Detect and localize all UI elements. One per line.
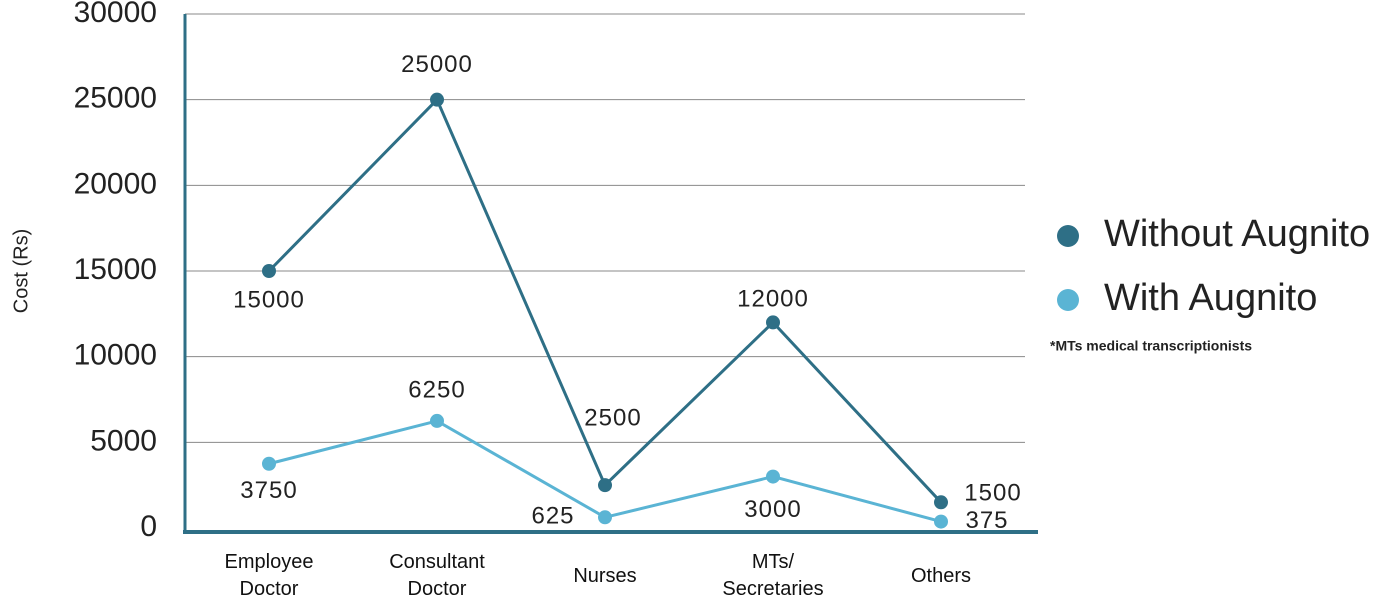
line [268,419,942,524]
point [598,478,612,493]
footnote: *MTs medical transcriptionists [1050,338,1252,354]
point [262,264,276,278]
data-label: 12000 [737,286,809,313]
y-tick-label: 15000 [74,253,157,286]
y-tick-label: 0 [140,510,157,543]
point [430,92,444,107]
x-tick-label: MTs/ Secretaries [722,551,824,600]
x-tick-label: Others [910,564,972,587]
y-tick-label: 30000 [74,0,157,29]
y-tick-label: 20000 [74,167,157,200]
legend-marker [1057,225,1079,247]
y-axis-label: Cost (Rs) [10,229,32,313]
point [262,456,276,471]
point [766,469,780,484]
legend-label: Without Augnito [1104,213,1370,255]
data-label: 625 [531,503,574,530]
legend-label: With Augnito [1104,277,1317,319]
point [430,413,444,428]
point [934,495,948,510]
x-tick-label: Employee Doctor [224,551,314,600]
data-label: 375 [965,507,1008,534]
point [598,510,612,525]
legend-marker [1057,289,1079,311]
data-label: 3000 [744,496,801,523]
point [934,514,948,529]
data-label: 25000 [401,51,473,78]
x-tick-label: Consultant Doctor [389,551,485,600]
y-tick-label: 5000 [90,424,157,457]
data-label: 6250 [408,376,465,403]
data-label: 3750 [240,477,297,504]
data-label: 2500 [584,405,641,432]
y-tick-label: 10000 [74,339,157,372]
point [766,315,780,330]
y-tick-label: 25000 [74,82,157,115]
x-tick-label: Nurses [573,564,637,587]
data-label: 1500 [964,480,1021,507]
data-label: 15000 [233,286,305,313]
